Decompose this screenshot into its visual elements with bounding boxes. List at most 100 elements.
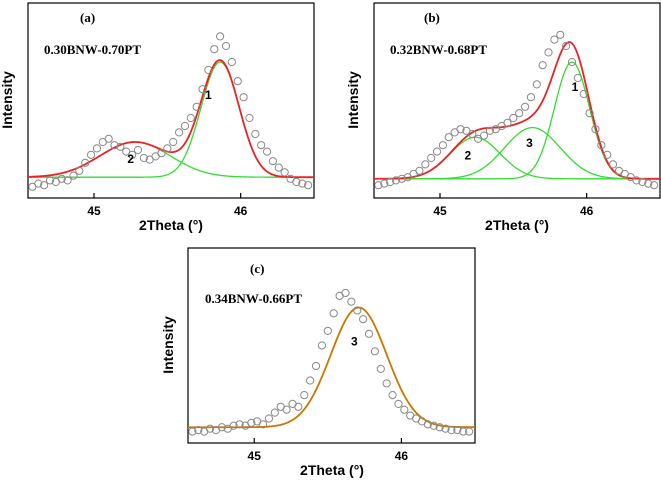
data-point-b-39 xyxy=(603,150,612,159)
data-point-a-24 xyxy=(169,137,178,147)
data-point-c-19 xyxy=(300,391,309,400)
plot-area-b: 45 46 2 3 1 xyxy=(374,30,660,218)
data-point-a-45 xyxy=(292,177,301,187)
plot-area-c: 45 46 3 xyxy=(188,288,476,463)
data-point-c-40 xyxy=(423,420,432,429)
data-point-c-13 xyxy=(264,414,274,423)
x-tick-label-c-1: 46 xyxy=(395,449,409,463)
peak-label-b-1: 1 xyxy=(572,80,579,94)
data-point-c-5 xyxy=(217,423,226,432)
panel-c: 45 46 3 (c) 0.34BNW-0.66PT 2Theta (°) Inte… xyxy=(160,247,476,478)
fit-envelope-curve-b xyxy=(374,41,660,180)
data-point-a-47 xyxy=(304,181,313,190)
data-point-c-14 xyxy=(270,408,279,417)
data-point-c-18 xyxy=(294,402,303,411)
data-point-c-45 xyxy=(453,426,462,435)
x-tick-label-b-1: 46 xyxy=(580,204,594,218)
data-point-a-11 xyxy=(92,144,102,153)
x-axis-title-c: 2Theta (°) xyxy=(300,462,364,478)
data-point-b-12 xyxy=(444,133,453,142)
data-point-c-30 xyxy=(364,329,374,338)
x-axis-title-a: 2Theta (°) xyxy=(139,217,203,233)
data-point-a-10 xyxy=(86,150,96,159)
data-point-a-2 xyxy=(40,181,49,190)
data-point-a-22 xyxy=(157,149,166,158)
data-point-b-47 xyxy=(650,181,659,190)
data-point-c-44 xyxy=(447,426,456,435)
data-point-c-32 xyxy=(376,364,385,373)
data-point-c-21 xyxy=(311,361,321,371)
data-point-a-23 xyxy=(163,144,172,153)
data-point-b-8 xyxy=(421,160,430,169)
panel-a: 45 46 2 1 (a) 0.30BNW-0.70PT 2Theta (°) Int… xyxy=(0,2,315,233)
data-point-c-8 xyxy=(235,420,244,429)
data-point-a-15 xyxy=(116,142,125,151)
data-point-b-32 xyxy=(562,41,571,51)
x-axis-title-b: 2Theta (°) xyxy=(485,217,549,233)
data-point-a-17 xyxy=(128,150,137,159)
fit-envelope-curve-a xyxy=(27,59,314,179)
data-point-c-3 xyxy=(205,424,215,433)
data-point-c-24 xyxy=(329,309,338,318)
data-point-a-1 xyxy=(34,179,43,188)
data-point-b-26 xyxy=(526,93,536,102)
data-point-c-20 xyxy=(306,376,315,385)
data-point-c-33 xyxy=(382,379,391,388)
peak-label-a-2: 2 xyxy=(127,152,134,166)
data-point-b-24 xyxy=(515,109,524,118)
data-point-a-28 xyxy=(192,102,201,111)
data-point-b-38 xyxy=(597,141,606,150)
data-point-b-19 xyxy=(485,126,494,135)
composition-label-a: 0.30BNW-0.70PT xyxy=(44,42,141,57)
data-point-a-26 xyxy=(180,121,190,131)
peak-label-b-2: 2 xyxy=(465,149,472,163)
data-point-a-33 xyxy=(221,41,231,51)
data-point-c-7 xyxy=(229,421,238,430)
data-point-c-31 xyxy=(370,347,380,356)
data-point-c-35 xyxy=(394,399,403,408)
plot-frame-c xyxy=(187,247,476,444)
data-point-b-10 xyxy=(432,147,442,156)
x-tick-label-b-0: 45 xyxy=(433,204,447,218)
data-point-b-29 xyxy=(544,48,553,57)
data-point-a-37 xyxy=(245,113,254,123)
data-point-b-3 xyxy=(391,176,401,185)
data-point-a-41 xyxy=(268,157,278,166)
y-axis-title-c: Intensity xyxy=(160,316,176,374)
data-point-c-41 xyxy=(429,421,438,430)
data-point-a-46 xyxy=(298,179,307,188)
data-point-c-16 xyxy=(282,405,291,414)
data-point-b-18 xyxy=(479,131,489,140)
data-point-c-43 xyxy=(441,424,450,433)
data-point-a-36 xyxy=(239,93,248,102)
data-point-a-27 xyxy=(186,113,195,123)
data-point-b-0 xyxy=(374,181,383,190)
panel-label-b: (b) xyxy=(424,10,440,25)
data-point-b-33 xyxy=(567,57,577,67)
data-point-a-7 xyxy=(69,171,78,180)
data-point-c-36 xyxy=(400,405,409,414)
composition-label-c: 0.34BNW-0.66PT xyxy=(205,291,302,306)
data-point-a-6 xyxy=(63,176,72,185)
data-point-a-9 xyxy=(81,158,90,167)
data-point-a-25 xyxy=(174,128,184,137)
data-point-a-34 xyxy=(227,57,236,67)
plot-frame-a xyxy=(27,2,315,199)
data-point-c-12 xyxy=(258,420,268,429)
data-point-c-10 xyxy=(247,418,256,427)
data-point-b-9 xyxy=(427,153,436,163)
data-point-b-2 xyxy=(386,177,395,187)
peak-label-b-3: 3 xyxy=(526,136,533,150)
data-point-c-1 xyxy=(194,426,203,435)
peak-label-c-3: 3 xyxy=(351,334,358,348)
data-point-c-42 xyxy=(435,423,444,432)
data-point-b-35 xyxy=(579,89,588,99)
data-point-c-28 xyxy=(353,306,362,315)
data-point-c-47 xyxy=(465,427,474,436)
data-point-a-8 xyxy=(75,166,84,175)
data-point-a-5 xyxy=(57,174,66,183)
data-point-b-22 xyxy=(503,118,512,127)
data-point-c-29 xyxy=(359,315,368,324)
data-point-b-34 xyxy=(573,73,582,83)
data-point-c-27 xyxy=(347,297,356,306)
